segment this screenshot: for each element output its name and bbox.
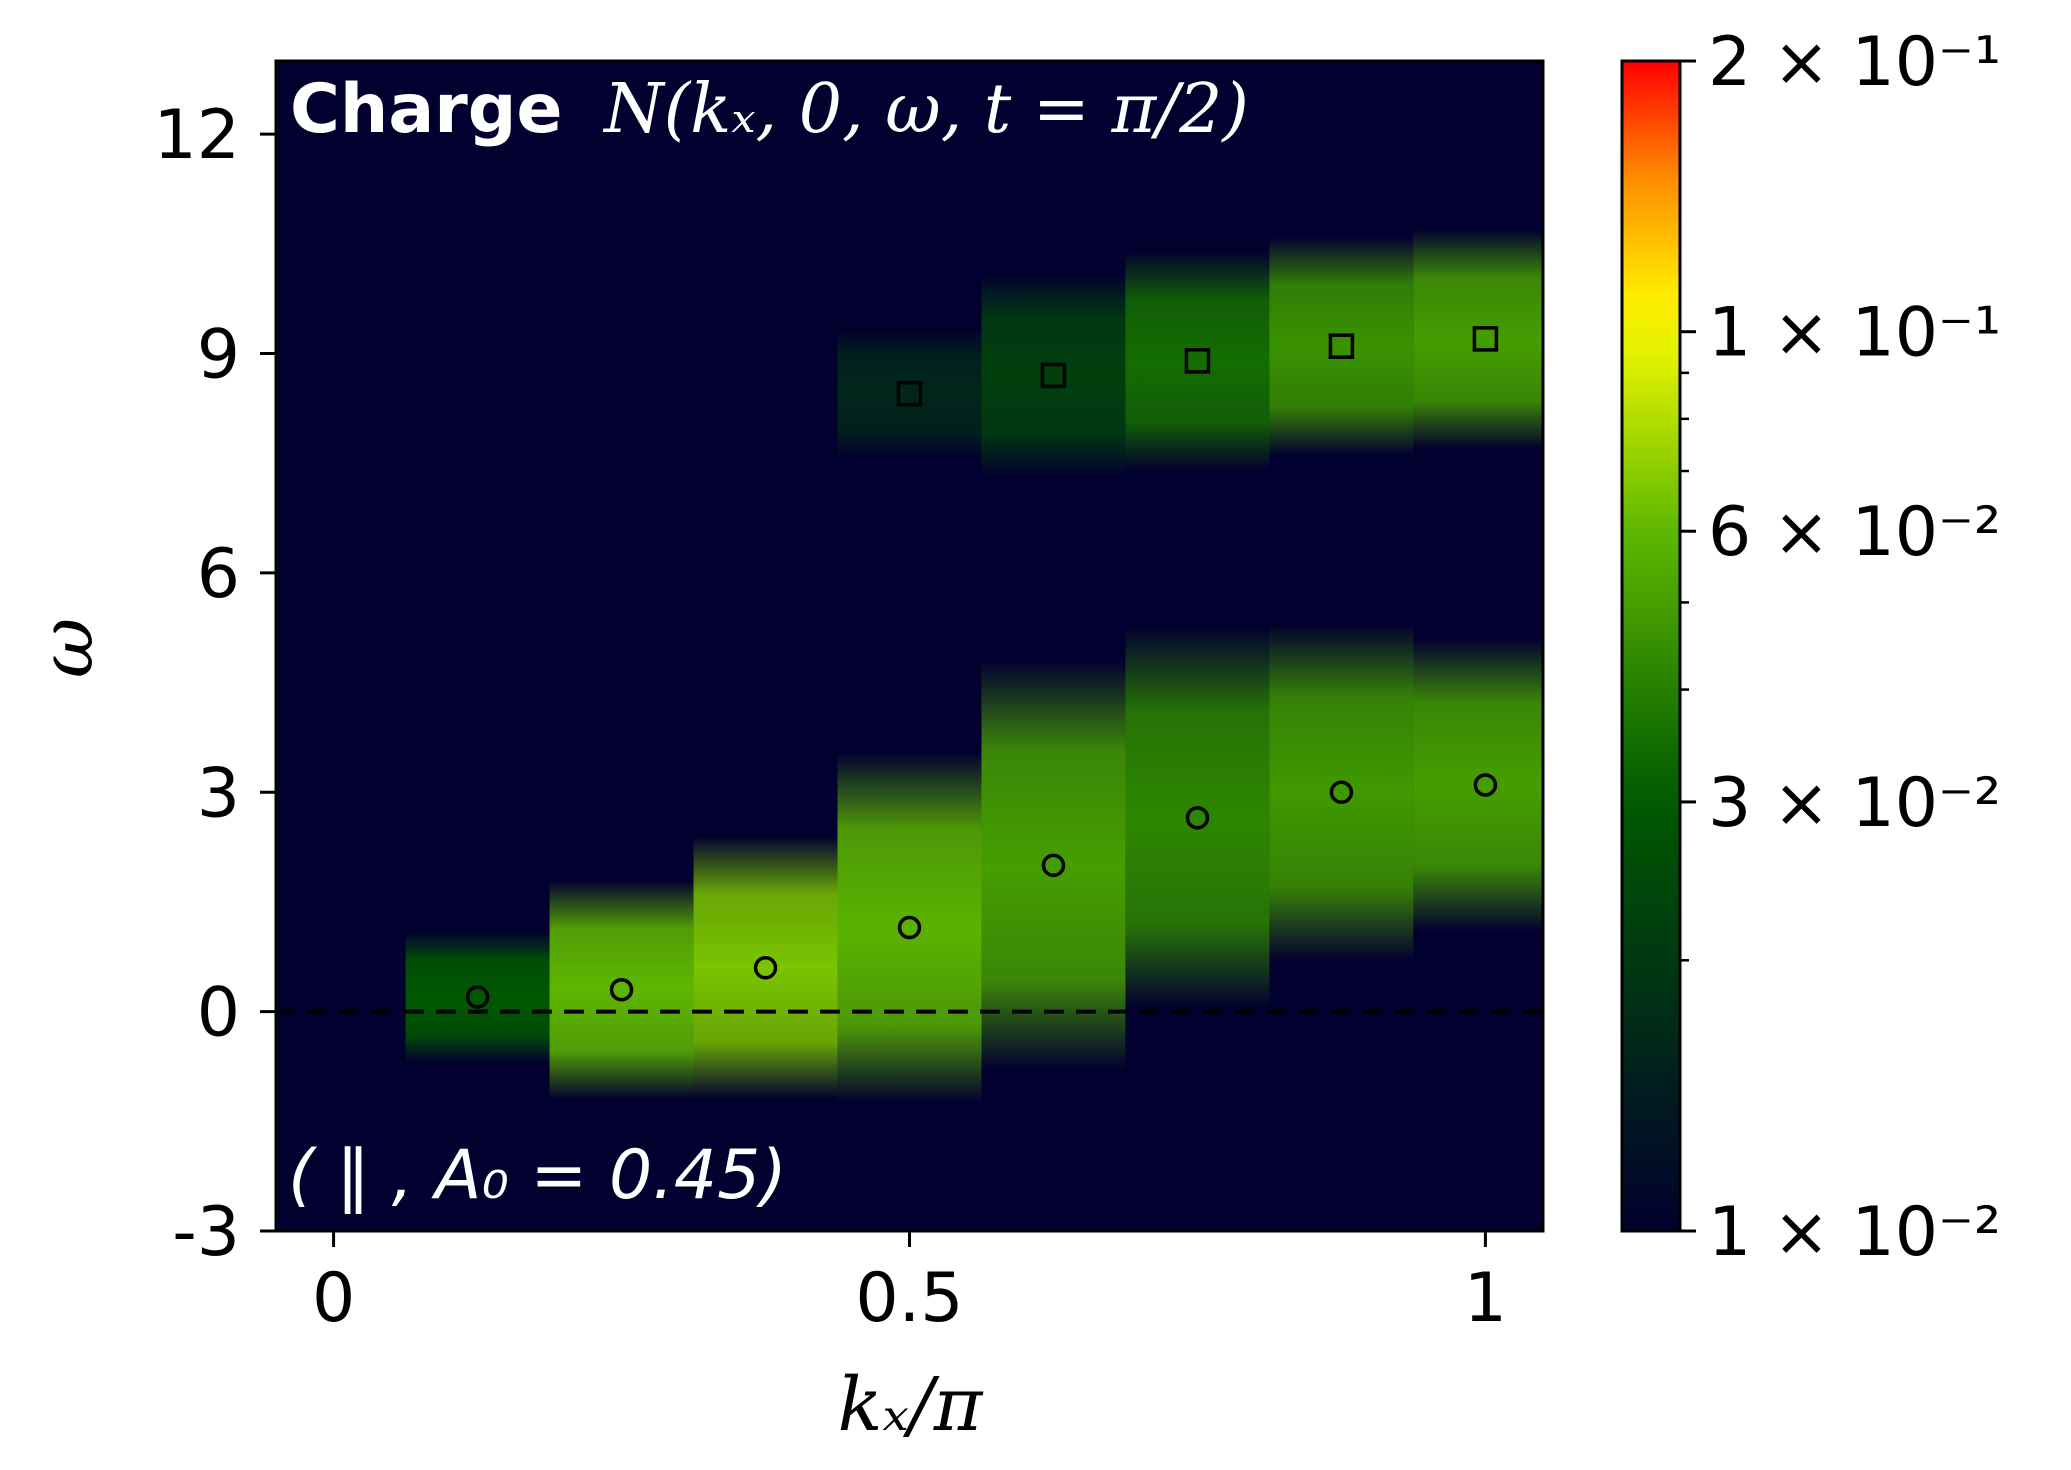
peak-markers	[465, 326, 1499, 1009]
heatmap-cell	[1269, 624, 1414, 961]
heatmap-cell	[693, 836, 838, 1100]
y-tick-label: 0	[197, 974, 240, 1053]
upper-band-square-marker	[1472, 326, 1499, 352]
chart-title: Charge N(kₓ, 0, ω, t = π/2)	[290, 70, 1249, 149]
colorbar-tick-label: 1 × 10⁻¹	[1708, 294, 2001, 373]
parameter-annotation: ( ‖ , A₀ = 0.45)	[288, 1136, 787, 1215]
heatmap-cell	[981, 660, 1126, 1071]
colorbar-gradient	[1620, 59, 1682, 1233]
heatmap-cell	[1413, 229, 1543, 449]
y-axis-label: ω	[24, 618, 110, 678]
heatmap-cell	[837, 327, 982, 460]
upper-band-square-marker	[1328, 333, 1355, 359]
heatmap-cell	[405, 931, 550, 1063]
x-tick-label: 0.5	[855, 1259, 963, 1338]
y-tick-label: 9	[197, 316, 240, 395]
plot-area	[274, 59, 1545, 1233]
chart-title-bold: Charge	[290, 70, 563, 149]
heatmap-cells	[405, 229, 1543, 1104]
upper-band-square-marker	[1184, 348, 1211, 374]
x-tick-label: 0	[312, 1259, 355, 1338]
x-axis-ticks: 0 0.5 1	[312, 1231, 1507, 1338]
lower-band-circle-marker	[1473, 773, 1498, 797]
lower-band-circle-marker	[609, 977, 634, 1002]
colorbar-tick-label: 1 × 10⁻²	[1708, 1193, 2001, 1272]
x-axis-label: kₓ/π	[838, 1362, 984, 1448]
heatmap-cell	[981, 273, 1126, 478]
lower-band-circle-marker	[1041, 853, 1066, 878]
colorbar-ticks: 1 × 10⁻² 3 × 10⁻² 6 × 10⁻² 1 × 10⁻¹ 2 × 10⁻¹	[1680, 23, 2001, 1272]
colorbar-tick-label: 2 × 10⁻¹	[1708, 23, 2001, 102]
heatmap-cell	[549, 880, 694, 1100]
heatmap-cell	[1269, 236, 1414, 456]
lower-band-circle-marker	[753, 956, 778, 980]
upper-band-square-marker	[1040, 362, 1067, 389]
y-tick-label: 12	[153, 96, 240, 175]
y-tick-label: 6	[197, 535, 240, 614]
y-tick-label: 3	[197, 754, 240, 833]
heatmap-cell	[1413, 638, 1543, 932]
colorbar: 1 × 10⁻² 3 × 10⁻² 6 × 10⁻² 1 × 10⁻¹ 2 × 10⁻¹	[1620, 23, 2001, 1272]
colorbar-tick-label: 6 × 10⁻²	[1708, 493, 2001, 572]
heatmap-cell	[1125, 251, 1270, 471]
lower-band-circle-marker	[897, 915, 922, 940]
chart-title-math: N(kₓ, 0, ω, t = π/2)	[602, 70, 1249, 149]
upper-band-square-marker	[896, 380, 923, 407]
lower-band-circle-marker	[465, 985, 490, 1009]
y-tick-label: -3	[172, 1193, 240, 1272]
colorbar-tick-label: 3 × 10⁻²	[1708, 764, 2001, 843]
y-axis-ticks: -3 0 3 6 9 12	[153, 96, 276, 1272]
x-tick-label: 1	[1464, 1259, 1507, 1338]
lower-band-circle-marker	[1329, 780, 1354, 804]
lower-band-circle-marker	[1185, 806, 1210, 830]
heatmap-cell	[1125, 627, 1270, 1008]
heatmap-cell	[837, 752, 982, 1104]
